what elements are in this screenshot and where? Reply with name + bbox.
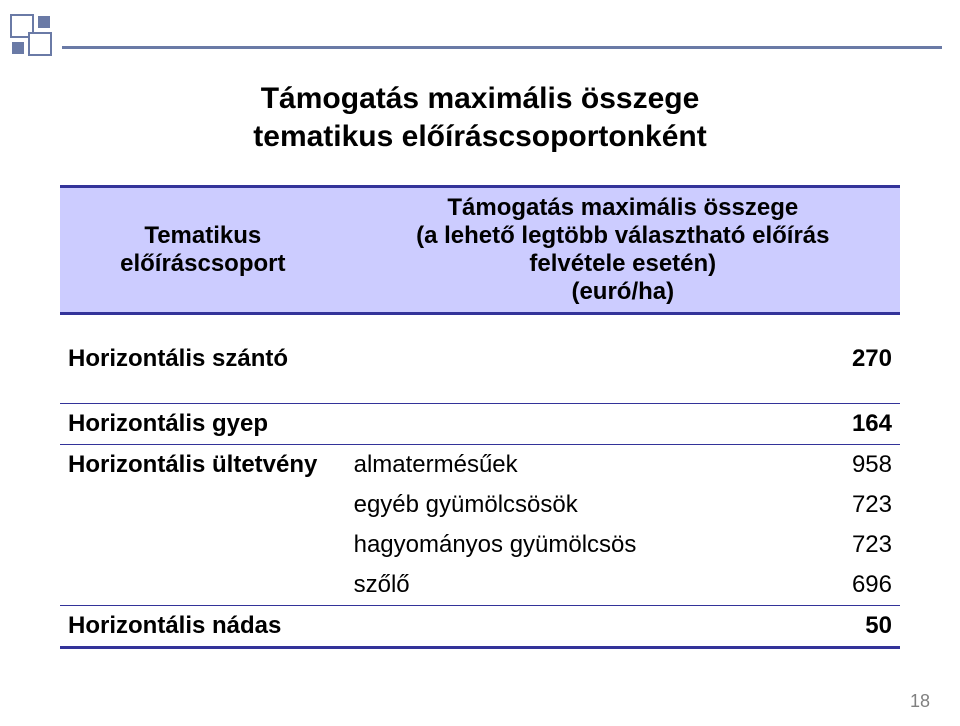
- table-row: hagyományos gyümölcsös 723: [60, 525, 900, 565]
- table-row: Horizontális ültetvény almatermésűek 958: [60, 445, 900, 486]
- header-col-2: Támogatás maximális összege (a lehető le…: [346, 187, 900, 314]
- row-value: 723: [698, 525, 900, 565]
- row-label: Horizontális ültetvény: [60, 445, 346, 486]
- row-sublabel: egyéb gyümölcsösök: [346, 485, 699, 525]
- row-sublabel: szőlő: [346, 565, 699, 606]
- table-row: szőlő 696: [60, 565, 900, 606]
- table-row: egyéb gyümölcsösök 723: [60, 485, 900, 525]
- title-line-1: Támogatás maximális összege: [261, 82, 700, 115]
- row-value: 696: [698, 565, 900, 606]
- support-table: Tematikus előíráscsoport Támogatás maxim…: [60, 185, 900, 649]
- table-row: Horizontális nádas 50: [60, 606, 900, 648]
- title-line-2: tematikus előíráscsoportonként: [253, 120, 706, 153]
- row-value: 958: [698, 445, 900, 486]
- row-sublabel: hagyományos gyümölcsös: [346, 525, 699, 565]
- horizontal-rule: [62, 46, 942, 49]
- row-label: Horizontális szántó: [60, 314, 346, 404]
- row-value: 164: [698, 404, 900, 445]
- header-col-1: Tematikus előíráscsoport: [60, 187, 346, 314]
- row-label: Horizontális nádas: [60, 606, 346, 648]
- row-label: Horizontális gyep: [60, 404, 346, 445]
- row-value: 723: [698, 485, 900, 525]
- table-row: Horizontális gyep 164: [60, 404, 900, 445]
- row-sublabel: almatermésűek: [346, 445, 699, 486]
- slide-content: Támogatás maximális összege tematikus el…: [60, 80, 900, 649]
- row-value: 50: [698, 606, 900, 648]
- table-header-row: Tematikus előíráscsoport Támogatás maxim…: [60, 187, 900, 314]
- slide-title: Támogatás maximális összege tematikus el…: [60, 80, 900, 155]
- table-row: Horizontális szántó 270: [60, 314, 900, 404]
- page-number: 18: [910, 691, 930, 712]
- row-value: 270: [698, 314, 900, 404]
